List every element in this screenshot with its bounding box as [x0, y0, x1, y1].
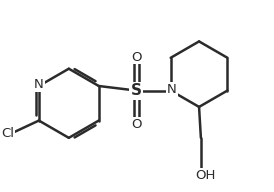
Text: Cl: Cl [1, 127, 15, 140]
Text: OH: OH [195, 169, 215, 182]
Text: S: S [131, 83, 142, 98]
Text: N: N [167, 83, 177, 96]
Text: N: N [34, 78, 44, 91]
Text: O: O [131, 50, 141, 64]
Text: O: O [131, 118, 141, 131]
